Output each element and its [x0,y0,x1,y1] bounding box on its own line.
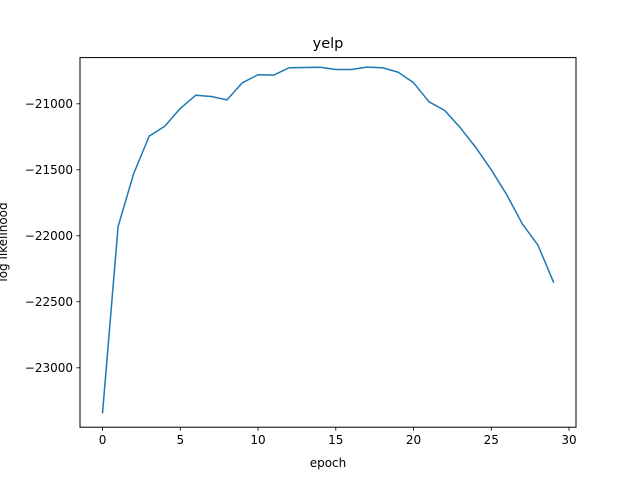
x-tick-label: 0 [99,433,107,447]
x-tick-label: 5 [176,433,184,447]
x-tick-label: 10 [250,433,265,447]
plot-frame [79,57,577,428]
x-tick-label: 15 [328,433,343,447]
y-axis: −23000 −22500 −22000 −21500 −21000 [25,97,80,375]
x-axis: 0 5 10 15 20 25 30 [99,427,577,447]
series-line [101,66,555,414]
y-tick-label: −21500 [25,163,73,177]
x-axis-label: epoch [310,456,347,470]
data-layer [101,66,555,414]
y-axis-label: log likelihood [0,202,10,281]
x-tick-label: 30 [561,433,576,447]
x-tick-label: 25 [484,433,499,447]
y-tick-label: −21000 [25,97,73,111]
y-tick-label: −22500 [25,295,73,309]
y-tick-label: −23000 [25,361,73,375]
x-tick-label: 20 [406,433,421,447]
y-tick-label: −22000 [25,229,73,243]
chart-title: yelp [313,36,344,52]
